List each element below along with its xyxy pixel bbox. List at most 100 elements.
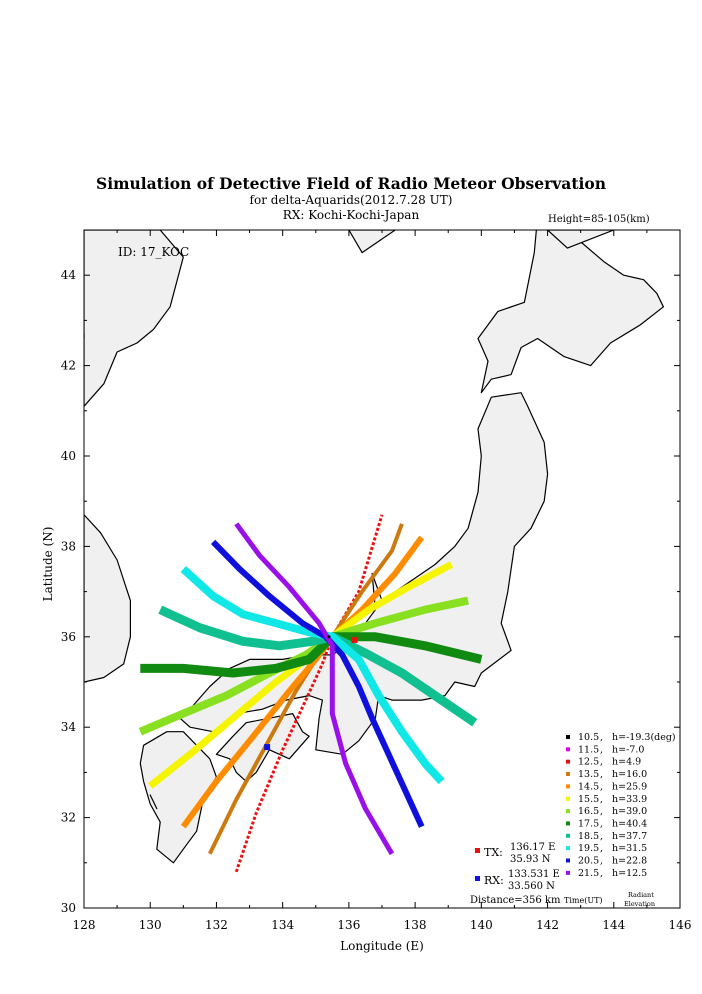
legend-separator: , [600,831,603,842]
legend-separator: , [600,868,603,879]
legend-separator: , [600,769,603,780]
legend-separator: , [600,781,603,792]
hub-marker [327,635,331,639]
detection-band-18-5 [158,605,478,727]
legend-elevation: h=37.7 [612,831,647,842]
land-mass [149,794,158,810]
tx-latitude: 35.93 N [510,854,551,865]
legend-elevation: h=39.0 [612,806,647,817]
station-info: TX: 136.17 E35.93 N RX: 133.531 E33.560 N Di… [470,842,561,906]
rx-latitude: 33.560 N [508,881,555,892]
legend-time: 18.5 [578,831,599,842]
legend-time: 16.5 [578,806,599,817]
y-tick-label: 40 [61,449,76,463]
legend-separator: , [600,757,603,768]
chart-subtitle-rx: RX: Kochi-Kochi-Japan [282,208,420,222]
legend-swatch-10-5 [566,735,570,739]
detection-band-19-5 [180,566,445,785]
legend-elevation: h=25.9 [612,781,647,792]
plot-clip-group [84,230,665,873]
x-tick-label: 142 [536,918,559,932]
distance-label: Distance=356 km [470,895,561,906]
y-tick-label: 32 [61,811,76,825]
legend-swatch-18-5 [566,833,570,838]
legend-elevation: h=33.9 [612,794,647,805]
legend-elev-caption-1: Radiant [628,891,654,899]
tx-station-marker [351,636,358,643]
legend-elevation: h=-7.0 [612,744,644,755]
height-label: Height=85-105(km) [548,214,650,225]
x-tick-label: 140 [470,918,493,932]
land-mass [84,514,131,683]
x-axis-label: Longitude (E) [340,939,424,953]
legend-time: 13.5 [578,769,599,780]
chart-title: Simulation of Detective Field of Radio M… [96,174,606,193]
legend-separator: , [600,732,603,743]
y-axis-label: Latitude (N) [41,527,55,602]
land-mass [179,392,549,755]
x-tick-label: 144 [602,918,625,932]
y-tick-label: 44 [61,268,77,282]
tx-legend-swatch [475,848,480,853]
legend-time: 21.5 [578,868,599,879]
legend-swatch-11-5 [566,747,570,752]
legend-elevation: h=22.8 [612,856,647,867]
legend-swatch-13-5 [566,772,570,777]
land-mass [139,731,217,864]
legend-time: 17.5 [578,818,599,829]
legend-separator: , [600,744,603,755]
legend-swatch-16-5 [566,809,570,814]
legend-swatch-12-5 [566,759,570,764]
tx-longitude: 136.17 E [510,842,555,853]
x-tick-label: 136 [337,918,360,932]
detection-band-14-5 [180,535,425,829]
detection-band-20-5 [210,539,425,828]
land-mass [84,230,184,407]
tx-label: TX: [484,846,503,859]
legend-time: 11.5 [578,744,599,755]
legend-time: 20.5 [578,856,599,867]
legend-time: 10.5 [578,732,599,743]
plot-area [84,230,665,873]
y-tick-label: 42 [61,359,76,373]
legend-separator: , [600,843,603,854]
legend-swatch-20-5 [566,858,570,863]
map-axes: 128 130 132 134 136 138 140 142 144 146 30 32 34 36 38… [41,229,692,953]
legend-time: 15.5 [578,794,599,805]
x-tick-label: 128 [73,918,96,932]
legend-swatch-21-5 [566,870,570,875]
id-label: ID: 17_KOC [118,245,189,259]
legend-separator: , [600,856,603,867]
x-tick-label: 130 [139,918,162,932]
detection-band-16-5 [138,596,469,736]
detection-band-21-5 [234,522,395,856]
legend-elevation: h=16.0 [612,769,647,780]
x-tick-label: 146 [669,918,692,932]
detection-band-12-5 [234,514,384,873]
y-tick-label: 36 [61,630,76,644]
legend-swatch-17-5 [566,821,570,826]
legend-separator: , [600,818,603,829]
detection-band-17-5 [140,632,483,678]
rx-station-marker [264,744,271,751]
y-tick-label: 38 [61,539,76,553]
land-mass [348,230,396,254]
legend-time: 19.5 [578,843,599,854]
x-tick-label: 132 [205,918,228,932]
legend-separator: , [600,794,603,805]
y-tick-label: 30 [61,901,76,915]
rx-label: RX: [484,874,504,887]
rx-legend-swatch [475,876,480,881]
legend-time-caption: Time(UT) [564,896,603,905]
rx-longitude: 133.531 E [508,869,560,880]
legend-separator: , [600,806,603,817]
legend-time: 14.5 [578,781,599,792]
legend-swatch-15-5 [566,796,570,801]
legend-elev-caption-2: Elevation [624,900,655,908]
land-mass [546,230,615,249]
legend-swatch-14-5 [566,784,570,789]
legend-elevation: h=12.5 [612,868,647,879]
legend-swatch-19-5 [566,846,570,851]
legend-elevation: h=4.9 [612,757,641,768]
